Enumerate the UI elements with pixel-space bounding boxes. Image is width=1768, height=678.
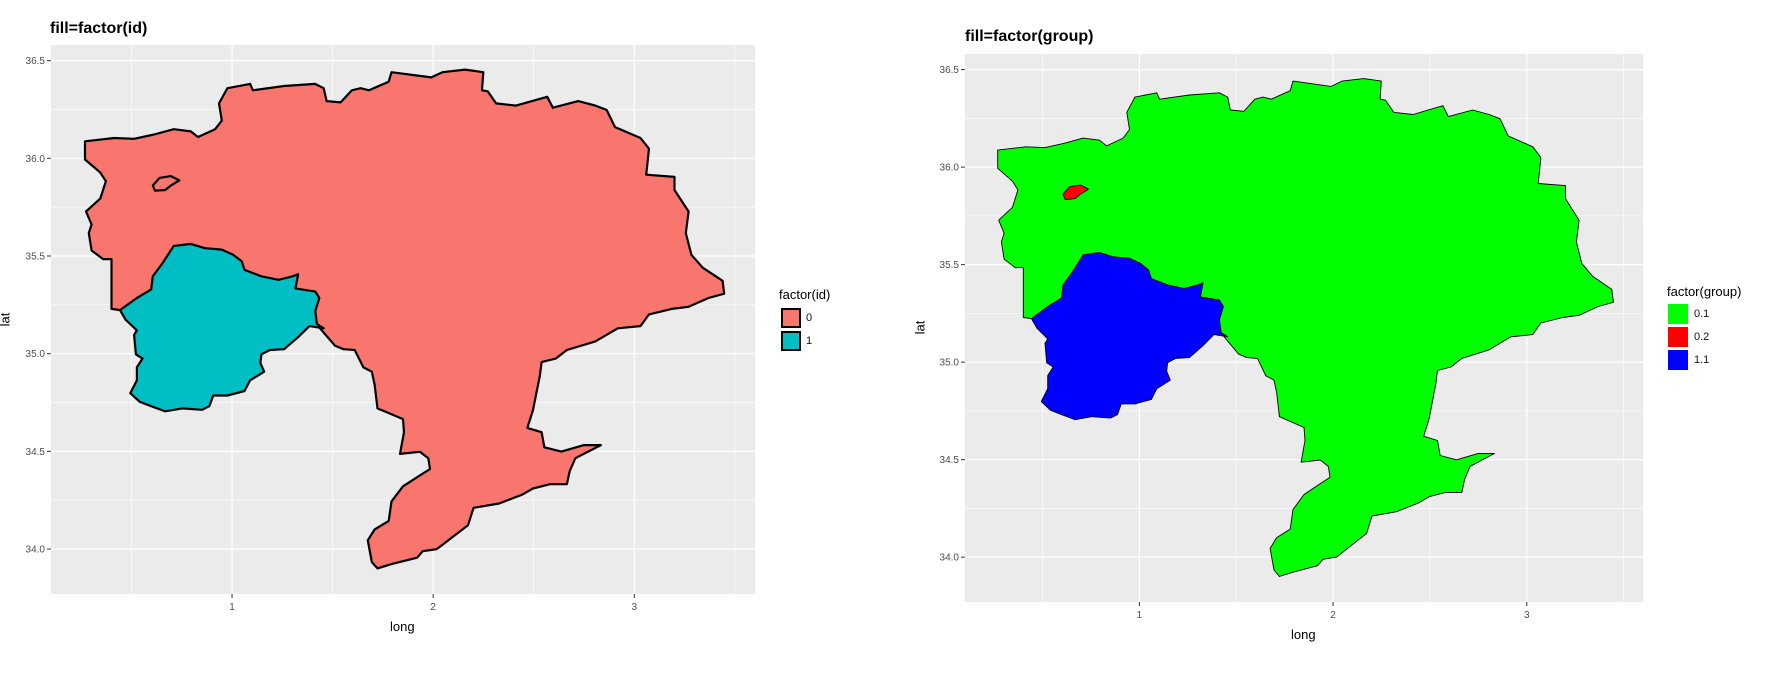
chart-title-left: fill=factor(id): [50, 20, 148, 37]
y-tick-label: 36.0: [940, 163, 960, 174]
legend-label-0.2: 0.2: [1694, 331, 1710, 343]
panel-right: 1 2 3 34.0 34.5 35.0 35.5 36.0 36.5: [940, 54, 1643, 621]
y-axis-title-left: lat: [0, 312, 13, 327]
y-tick-label: 34.0: [26, 545, 46, 556]
x-tick-label: 2: [430, 602, 436, 613]
y-axis-title-right: lat: [912, 320, 928, 335]
map-region-group-1.1: [118, 242, 325, 413]
y-tick-label: 35.0: [940, 358, 960, 369]
legend-title: factor(id): [779, 287, 831, 302]
chart-title-right: fill=factor(group): [965, 28, 1094, 45]
x-axis-title-left: long: [390, 619, 415, 634]
y-tick-label: 35.5: [940, 260, 960, 271]
y-tick-label: 34.5: [940, 455, 960, 466]
x-tick-label: 3: [632, 602, 638, 613]
legend-label-1.1: 1.1: [1694, 354, 1710, 366]
y-tick-label: 36.5: [26, 56, 46, 67]
legend-key-0.1: [1668, 304, 1688, 324]
map-region-group-0.2: [1062, 184, 1090, 200]
legend-label-0.1: 0.1: [1694, 308, 1710, 320]
x-tick-label: 3: [1524, 610, 1530, 621]
map-region-group-1.1: [1030, 252, 1229, 421]
y-tick-label: 35.0: [26, 349, 46, 360]
legend-key-0.2: [1668, 327, 1688, 347]
y-tick-label: 36.0: [26, 154, 46, 165]
map-region-group-0.2: [151, 175, 181, 192]
y-tick-label: 35.5: [26, 252, 46, 263]
map-region-group-0.1: [997, 78, 1614, 577]
legend-title: factor(group): [1667, 284, 1742, 299]
x-axis-title-right: long: [1291, 627, 1316, 642]
legend-label-1: 1: [806, 335, 813, 347]
x-tick-label: 1: [229, 602, 235, 613]
x-tick-label: 2: [1330, 610, 1336, 621]
y-tick-label: 34.0: [940, 553, 960, 564]
legend-label-0: 0: [806, 312, 813, 324]
x-tick-label: 1: [1137, 610, 1143, 621]
legend-key-0: [781, 308, 801, 328]
map-region-group-0.1: [83, 68, 726, 570]
y-tick-label: 36.5: [940, 65, 960, 76]
legend-key-1: [781, 331, 801, 351]
panel-left: 1 2 3 34.0 34.5 35.0 35.5 36.0 36.5: [26, 45, 755, 613]
y-tick-label: 34.5: [26, 447, 46, 458]
legend-key-1.1: [1668, 350, 1688, 370]
